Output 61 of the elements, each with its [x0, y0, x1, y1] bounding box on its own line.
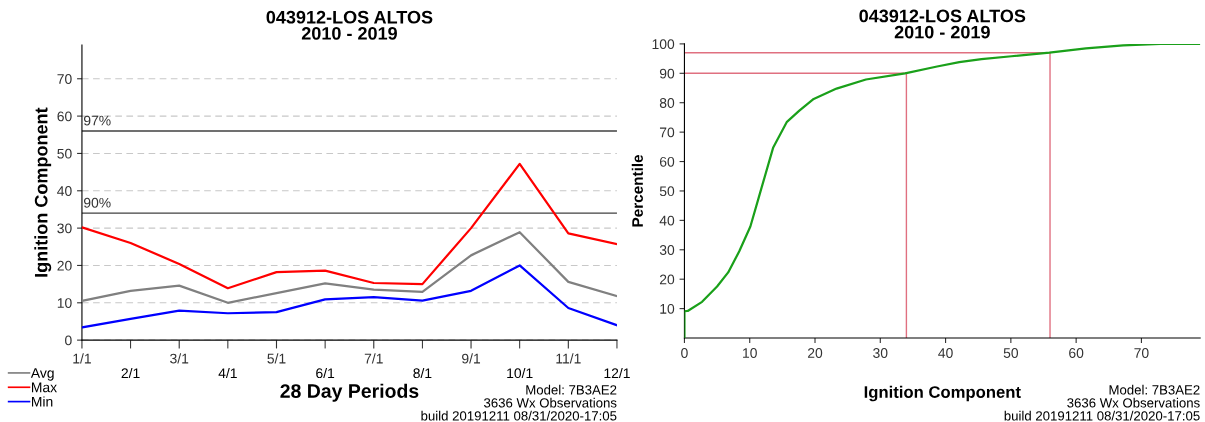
y-tick-label: 20 — [57, 260, 72, 271]
x-axis-title: 28 Day Periods — [280, 383, 419, 402]
y-tick-label: 90 — [659, 68, 675, 79]
line-series — [81, 231, 617, 304]
y-tick-label: 70 — [57, 74, 72, 84]
x-tick-label: 40 — [938, 348, 953, 358]
x-tick-label: 6/1 — [316, 367, 335, 379]
y-tick-label: 50 — [659, 186, 675, 197]
line-series — [684, 43, 1201, 339]
y-tick-label: 80 — [659, 98, 675, 108]
text: build 20191211 08/31/2020-17:05 — [1004, 410, 1200, 421]
x-tick-label: 7/1 — [364, 353, 383, 364]
y-tick-label: 0 — [65, 335, 72, 346]
y-tick-label: 70 — [659, 127, 675, 138]
text: Model: 7B3AE2 — [526, 384, 617, 395]
chart-subtitle: 2010 - 2019 — [301, 26, 397, 40]
y-tick-label: 60 — [659, 156, 675, 167]
legend-label: Max — [31, 382, 57, 393]
legend-label: Avg — [30, 368, 54, 381]
x-tick-label: 8/1 — [413, 367, 432, 379]
x-tick-label: 70 — [1134, 348, 1149, 358]
x-tick-label: 50 — [1003, 348, 1019, 358]
text: 3636 Wx Observations — [484, 397, 617, 408]
text: 3636 Wx Observations — [1067, 397, 1200, 408]
chart-title: 043912-LOS ALTOS — [266, 10, 433, 24]
annotation: 97% — [83, 115, 111, 126]
x-tick-label: 60 — [1069, 348, 1084, 358]
text: build 20191211 08/31/2020-17:05 — [421, 410, 617, 421]
x-tick-label: 1/1 — [73, 353, 91, 364]
line-series — [81, 162, 617, 290]
x-tick-label: 11/1 — [556, 353, 581, 364]
y-tick-label: 10 — [57, 298, 72, 308]
chart-subtitle: 2010 - 2019 — [894, 25, 990, 39]
y-tick-label: 30 — [57, 223, 72, 234]
y-tick-label: 60 — [57, 111, 72, 122]
x-tick-label: 5/1 — [267, 353, 286, 364]
y-tick-label: 20 — [659, 274, 675, 285]
x-tick-label: 9/1 — [462, 353, 481, 364]
y-tick-label: 40 — [659, 215, 675, 226]
x-tick-label: 2/1 — [121, 367, 140, 379]
y-tick-label: 30 — [659, 245, 675, 255]
x-tick-label: 4/1 — [218, 367, 237, 379]
x-axis-title: Ignition Component — [864, 385, 1021, 402]
y-tick-label: 10 — [660, 303, 675, 314]
x-tick-label: 3/1 — [170, 353, 189, 364]
x-tick-label: 10/1 — [507, 367, 533, 379]
x-tick-label: 30 — [873, 348, 888, 358]
legend-label: Min — [31, 396, 53, 407]
x-tick-label: 0 — [681, 348, 688, 358]
y-tick-label: 40 — [57, 186, 72, 196]
chart-title: 043912-LOS ALTOS — [859, 9, 1026, 23]
line-series — [81, 264, 617, 329]
x-tick-label: 20 — [807, 348, 823, 358]
y-tick-label: 50 — [57, 148, 72, 159]
y-axis-title: Percentile — [631, 154, 643, 227]
annotation: 90% — [83, 197, 111, 208]
x-tick-label: 12/1 — [604, 367, 630, 379]
y-axis-title: Ignition Component — [34, 107, 52, 277]
y-tick-label: 100 — [652, 39, 675, 50]
text: Model: 7B3AE2 — [1109, 384, 1200, 395]
x-tick-label: 10 — [743, 348, 757, 358]
